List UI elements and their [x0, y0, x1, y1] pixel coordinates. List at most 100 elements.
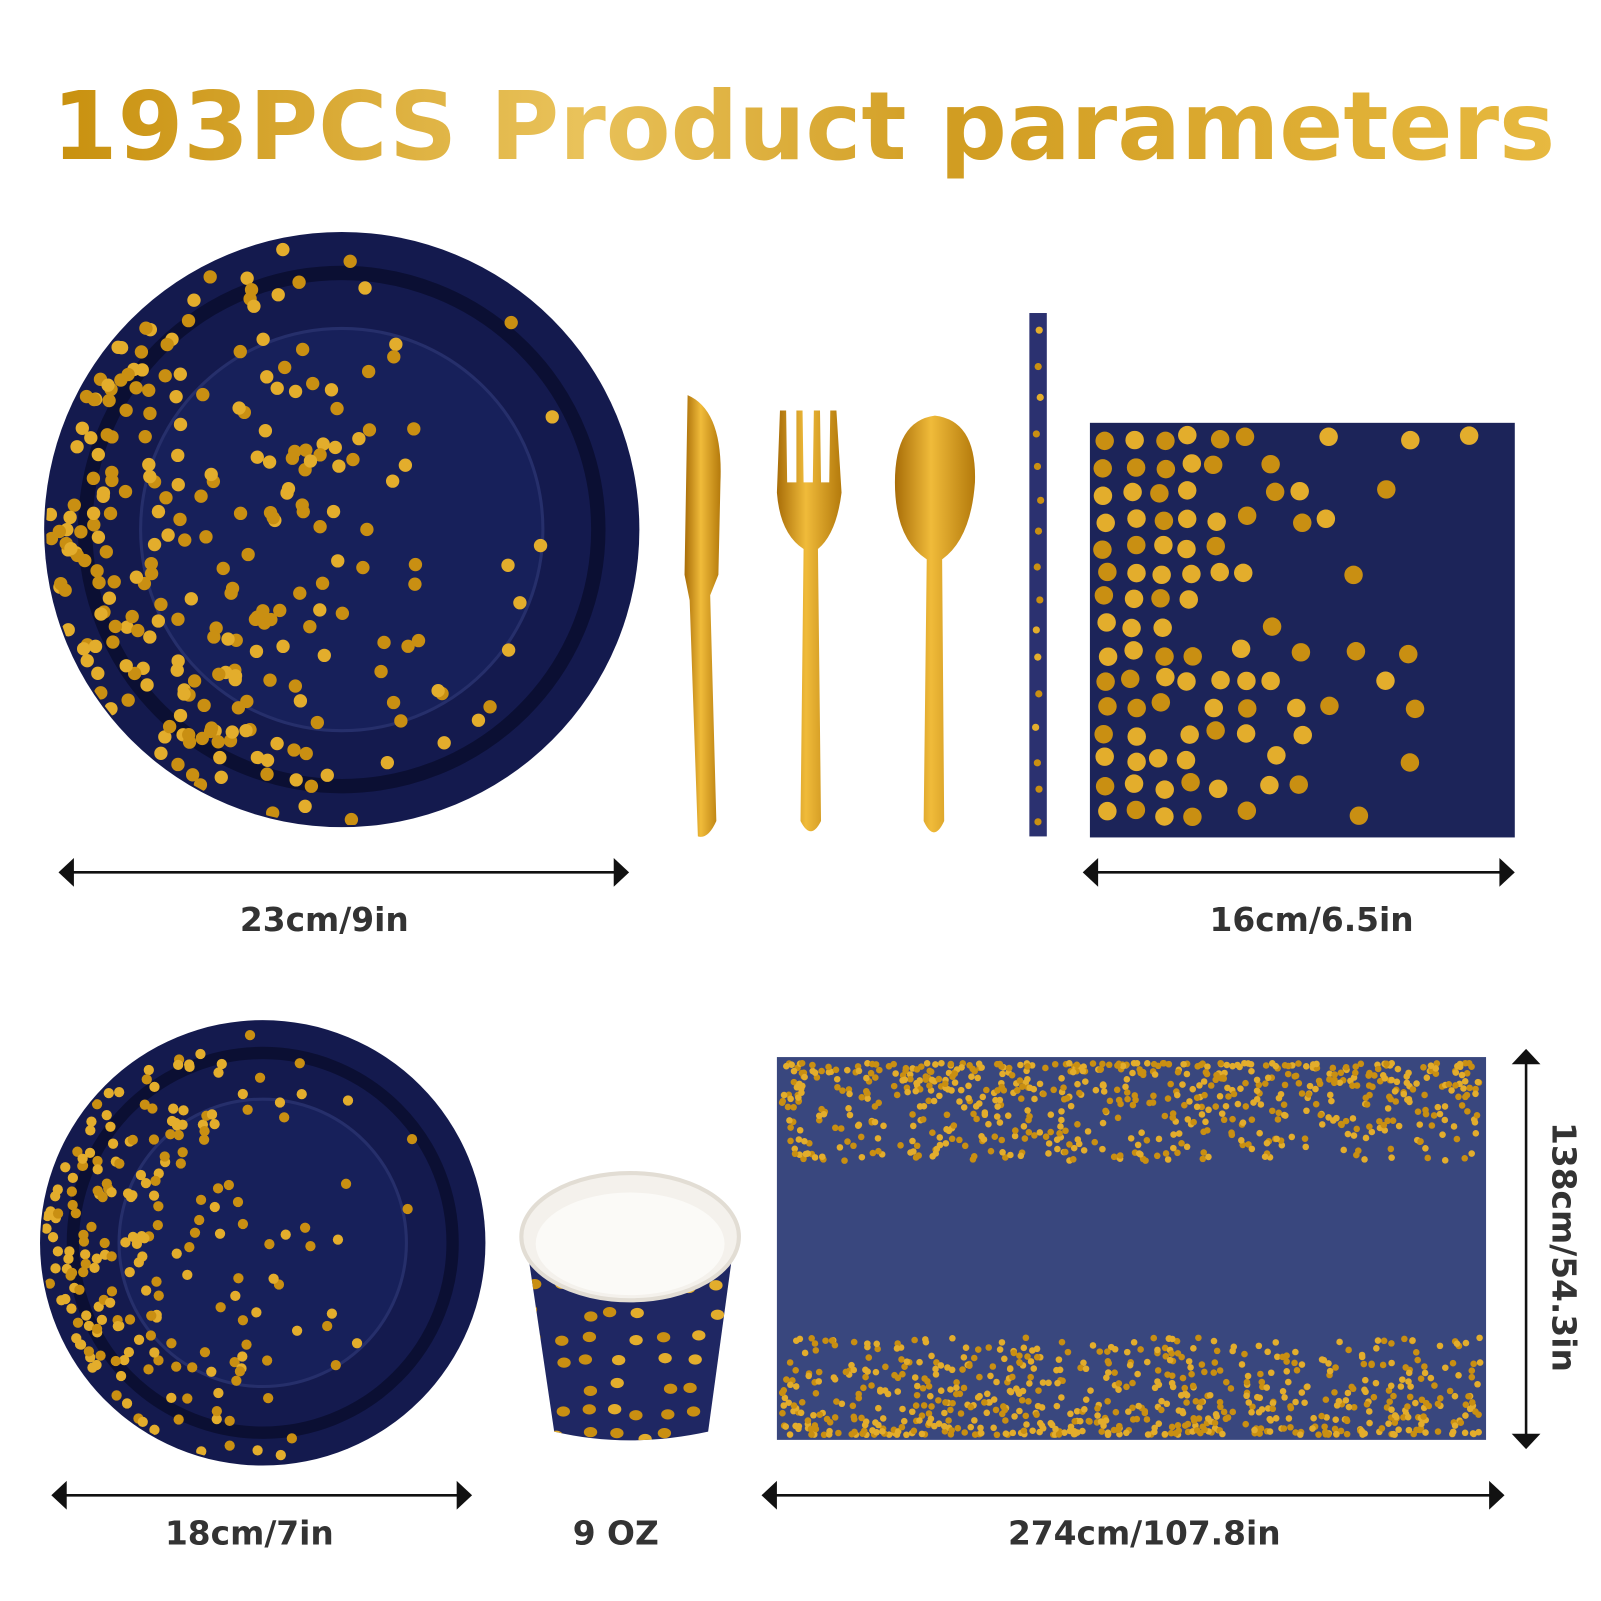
gold-dot	[981, 1109, 989, 1116]
gold-dot	[106, 1286, 118, 1297]
gold-dot	[903, 1431, 910, 1439]
gold-dot	[1150, 1092, 1157, 1100]
gold-dot	[274, 1097, 286, 1108]
gold-dot	[1081, 1406, 1088, 1413]
gold-dot	[983, 1086, 990, 1094]
gold-dot	[947, 1406, 954, 1414]
gold-dot	[1253, 1076, 1261, 1084]
gold-dot	[1321, 1423, 1328, 1431]
gold-dot	[102, 591, 117, 605]
gold-dot	[1094, 724, 1113, 744]
gold-dot	[1441, 1116, 1449, 1124]
gold-dot	[244, 1029, 256, 1041]
gold-dot	[173, 1414, 184, 1425]
gold-dot	[1104, 1357, 1112, 1365]
gold-dot	[1154, 1367, 1162, 1374]
gold-dot	[1174, 1149, 1181, 1157]
gold-dot	[196, 387, 210, 402]
gold-dot	[968, 1073, 975, 1080]
gold-dot	[1100, 1082, 1107, 1089]
gold-dot	[411, 633, 426, 648]
gold-dot	[106, 635, 120, 649]
gold-dot	[1472, 1408, 1479, 1415]
gold-dot	[1076, 1417, 1084, 1425]
gold-dot	[948, 1366, 956, 1374]
gold-dot	[583, 1385, 598, 1397]
gold-dot	[1378, 1425, 1386, 1432]
straw	[1029, 313, 1047, 837]
gold-dot	[1273, 1135, 1280, 1143]
gold-dot	[1365, 1408, 1373, 1415]
gold-dot	[1368, 1128, 1376, 1136]
gold-dot	[89, 1262, 100, 1274]
gold-dot	[865, 1354, 873, 1361]
gold-dot	[1213, 1071, 1220, 1079]
gold-dot	[1036, 393, 1044, 401]
gold-dot	[1151, 1384, 1159, 1392]
gold-dot	[1158, 1397, 1165, 1405]
gold-dot	[899, 1370, 906, 1378]
gold-dot	[1441, 1157, 1449, 1164]
gold-dot	[956, 1136, 963, 1144]
gold-dot	[144, 556, 158, 571]
gold-dot	[1322, 1396, 1330, 1403]
gold-dot	[1096, 1348, 1104, 1355]
gold-dot	[106, 1187, 117, 1198]
gold-dot	[92, 1164, 103, 1175]
gold-dot	[1461, 1078, 1469, 1085]
gold-dot	[1094, 1412, 1101, 1419]
gold-dot	[1451, 1392, 1459, 1400]
gold-dot	[124, 1267, 135, 1278]
gold-dot	[1162, 1150, 1170, 1157]
gold-dot	[278, 360, 292, 375]
gold-dot	[237, 1218, 249, 1230]
gold-dot	[182, 728, 196, 742]
gold-dot	[1366, 1419, 1373, 1427]
gold-dot	[987, 1372, 994, 1380]
gold-dot	[1332, 1364, 1339, 1371]
gold-dot	[1103, 1374, 1110, 1381]
gold-dot	[1463, 1091, 1471, 1099]
gold-dot	[173, 512, 187, 527]
gold-dot	[898, 1423, 906, 1431]
gold-dot	[1130, 1059, 1138, 1067]
gold-dot	[945, 1417, 952, 1424]
gold-dot	[1164, 1156, 1172, 1163]
gold-dot	[240, 271, 254, 285]
gold-dot	[1227, 1385, 1235, 1392]
gold-dot	[1216, 1398, 1224, 1406]
gold-dot	[1384, 1105, 1392, 1112]
gold-dot	[1198, 1111, 1206, 1118]
gold-dot	[1156, 667, 1175, 687]
gold-dot	[786, 1359, 794, 1366]
gold-dot	[1275, 1109, 1283, 1117]
gold-dot	[1376, 671, 1395, 690]
gold-dot	[998, 1136, 1006, 1144]
gold-dot	[212, 1183, 224, 1194]
gold-dot	[1353, 1082, 1361, 1089]
gold-dot	[1474, 1078, 1482, 1086]
gold-dot	[83, 1346, 95, 1357]
gold-dot	[185, 768, 200, 782]
gold-dot	[898, 1356, 905, 1363]
gold-dot	[846, 1111, 854, 1119]
gold-dot	[149, 1081, 160, 1092]
gold-dot	[1439, 1131, 1446, 1138]
gold-dot	[86, 1221, 97, 1233]
gold-dot	[1211, 670, 1230, 690]
gold-dot	[1193, 1427, 1201, 1434]
gold-dot	[555, 1335, 569, 1346]
gold-dot	[1179, 1374, 1187, 1382]
gold-dot	[908, 1408, 916, 1416]
gold-dot	[1287, 698, 1306, 718]
gold-dot	[80, 1258, 91, 1269]
gold-dot	[970, 1153, 978, 1160]
gold-dot	[792, 1422, 799, 1430]
gold-dot	[1053, 1402, 1061, 1410]
gold-dot	[175, 1158, 186, 1169]
gold-dot	[1285, 1415, 1293, 1422]
gold-dot	[1216, 1092, 1224, 1100]
gold-dot	[1449, 1359, 1457, 1367]
gold-dot	[1231, 639, 1251, 659]
gold-dot	[1405, 1095, 1413, 1103]
